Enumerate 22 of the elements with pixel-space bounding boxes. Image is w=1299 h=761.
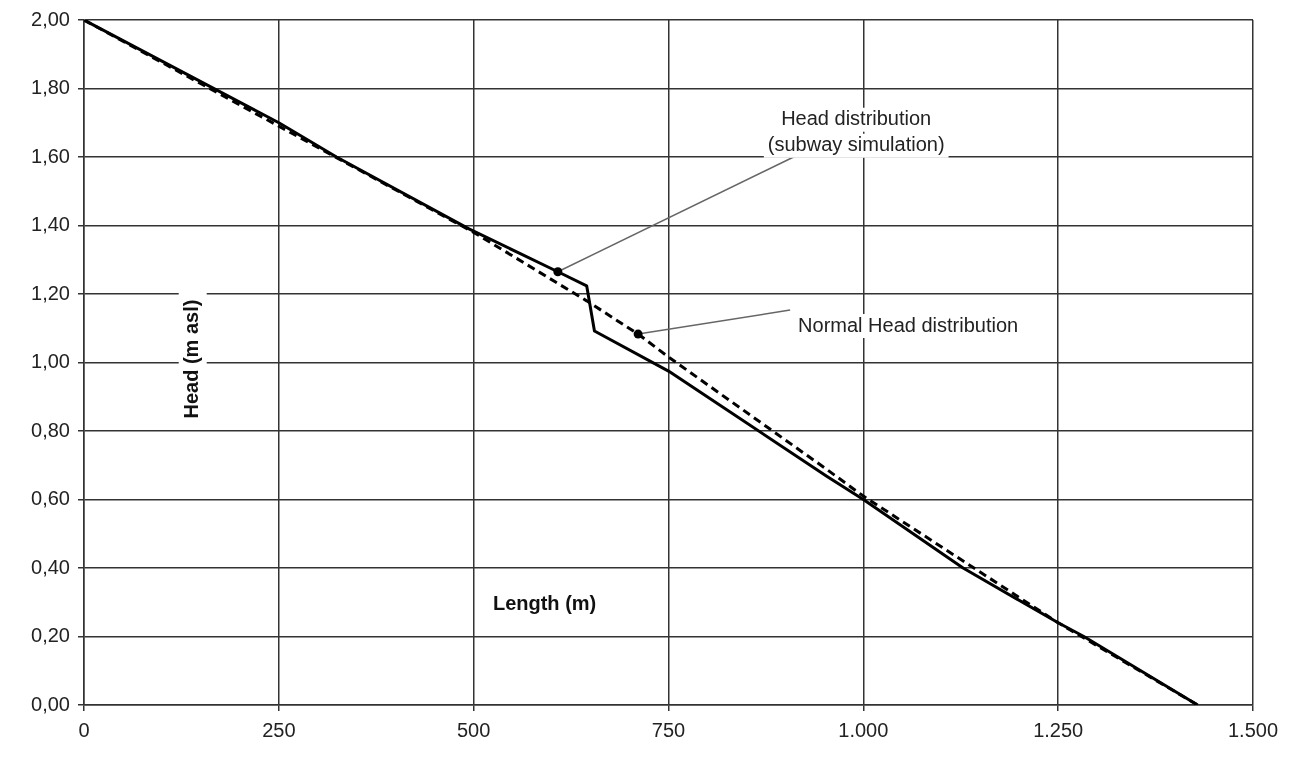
annotation: Head distribution (subway simulation) <box>767 107 945 156</box>
annotation: Normal Head distribution <box>798 313 1019 336</box>
y-tick-label: 1,80 <box>31 76 70 99</box>
y-tick-label: 0,20 <box>31 624 70 647</box>
y-tick-label: 0,00 <box>31 692 70 715</box>
y-tick-label: 1,20 <box>31 281 70 304</box>
x-tick-label: 1.250 <box>1033 718 1084 741</box>
x-tick-label: 250 <box>262 718 296 741</box>
y-tick-label: 2,00 <box>31 7 70 30</box>
x-tick-label: 750 <box>651 718 686 741</box>
y-tick-label: 1,40 <box>31 213 70 236</box>
x-tick-label: 0 <box>78 718 90 741</box>
x-axis-title: Length (m) <box>492 591 597 614</box>
y-tick-label: 0,80 <box>31 418 70 441</box>
y-tick-label: 1,60 <box>31 144 70 167</box>
y-tick-label: 1,00 <box>31 350 70 373</box>
y-tick-label: 0,60 <box>31 487 70 510</box>
x-tick-label: 500 <box>456 718 491 741</box>
x-tick-label: 1.500 <box>1227 718 1279 741</box>
x-tick-label: 1.000 <box>838 718 889 741</box>
y-axis-title: Head (m asl) <box>180 299 203 419</box>
y-tick-label: 0,40 <box>31 555 70 578</box>
